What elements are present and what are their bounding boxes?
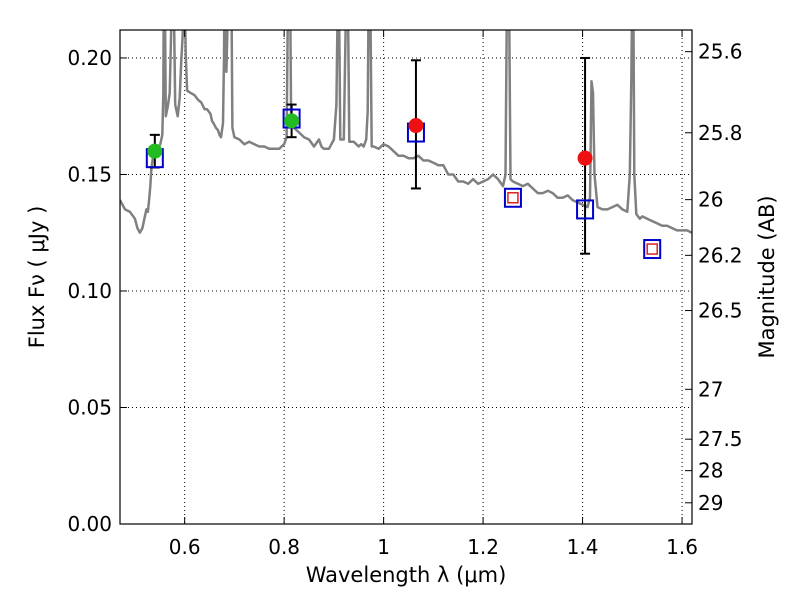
markers [145,108,662,260]
y2-axis-ticks: 25.6 25.8 26 26.2 26.5 27 27.5 28 29 [685,40,743,515]
x-tick-label: 1.2 [467,535,499,559]
x-axis-ticks: 0.6 0.8 1 1.2 1.4 1.6 [169,30,698,559]
y-tick-label: 0.10 [67,279,112,303]
x-tick-label: 1.4 [567,535,599,559]
x-tick-label: 0.8 [268,535,300,559]
model-photometry-inner-square [507,192,519,204]
model-photometry-square [643,239,662,260]
y2-tick-label: 25.6 [698,40,743,64]
y-tick-label: 0.00 [67,512,112,536]
detection-point [147,143,163,159]
y2-tick-label: 28 [698,459,723,483]
detection-point [284,113,300,129]
y-tick-label: 0.15 [67,162,112,186]
y2-tick-label: 27 [698,377,723,401]
plot-frame [119,29,693,525]
y2-tick-label: 29 [698,491,723,515]
y-axis-label: Flux Fν ( μJy ) [25,206,49,349]
x-tick-label: 1.6 [666,535,698,559]
x-axis-label: Wavelength λ (μm) [306,563,507,587]
model-photometry-square [503,187,522,208]
x-tick-label: 0.6 [169,535,201,559]
y2-tick-label: 25.8 [698,121,743,145]
y-tick-label: 0.05 [67,395,112,419]
model-photometry-square [576,199,595,220]
y2-tick-label: 26.5 [698,299,743,323]
low-snr-point [408,118,424,134]
y2-axis-label: Magnitude (AB) [755,195,779,358]
y2-tick-label: 27.5 [698,427,743,451]
grid-lines [120,30,692,525]
y2-tick-label: 26 [698,188,723,212]
x-tick-label: 1 [377,535,390,559]
low-snr-point [577,150,593,166]
sed-model-curve [120,30,692,234]
y-tick-label: 0.20 [67,46,112,70]
y-axis-ticks: 0.00 0.05 0.10 0.15 0.20 [67,46,127,536]
y2-tick-label: 26.2 [698,243,743,267]
model-photometry-inner-square [646,243,658,255]
